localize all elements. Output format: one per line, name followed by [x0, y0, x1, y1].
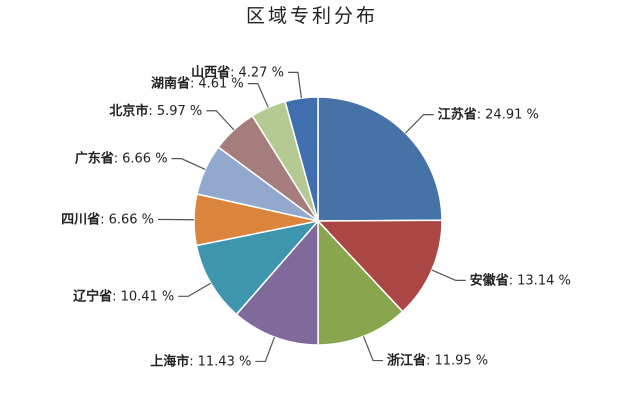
pie-slice: [317, 219, 404, 346]
category-name: 上海市: [150, 353, 189, 369]
label-separator: :: [509, 273, 513, 288]
slice-label: 广东省: 6.66 %: [75, 150, 168, 166]
category-name: 四川省: [61, 211, 100, 227]
label-separator: :: [426, 353, 430, 368]
slice-label: 安徽省: 13.14 %: [470, 272, 571, 288]
pie-slice: [195, 219, 321, 316]
leader-line: [362, 336, 384, 362]
leader-line: [405, 114, 434, 134]
slice-label: 辽宁省: 10.41 %: [73, 288, 174, 304]
slice-label: 四川省: 6.66 %: [61, 211, 154, 227]
category-name: 江苏省: [438, 106, 477, 122]
leader-line: [287, 71, 303, 99]
leader-line: [206, 110, 235, 131]
value-label: 4.61 %: [198, 76, 243, 91]
label-separator: :: [148, 103, 152, 118]
value-label: 24.91 %: [485, 107, 539, 122]
category-name: 安徽省: [470, 272, 509, 288]
chart-title: 区域专利分布: [246, 5, 378, 27]
label-separator: :: [100, 212, 104, 227]
label-separator: :: [114, 151, 118, 166]
category-name: 湖南省: [151, 75, 190, 91]
category-name: 山西省: [191, 64, 230, 80]
value-label: 13.14 %: [517, 273, 571, 288]
leader-line: [171, 158, 206, 171]
leader-line: [178, 282, 212, 297]
value-label: 10.41 %: [121, 289, 175, 304]
label-separator: :: [190, 76, 194, 91]
label-separator: :: [189, 354, 193, 369]
value-label: 11.43 %: [198, 354, 252, 369]
category-name: 辽宁省: [73, 288, 112, 304]
label-separator: :: [112, 289, 116, 304]
slice-label: 浙江省: 11.95 %: [387, 352, 488, 368]
leader-line: [431, 269, 466, 281]
pie-slice: [316, 219, 443, 313]
category-name: 广东省: [75, 150, 114, 166]
label-separator: :: [477, 107, 481, 122]
leader-line: [247, 83, 269, 108]
pie-slice: [317, 96, 443, 222]
slice-label: 湖南省: 4.61 %: [151, 75, 244, 91]
slice-label: 北京市: 5.97 %: [109, 102, 202, 118]
leader-line: [255, 336, 276, 363]
slice-label: 山西省: 4.27 %: [191, 64, 284, 80]
slice-label: 上海市: 11.43 %: [150, 353, 251, 369]
category-name: 北京市: [109, 102, 148, 118]
value-label: 6.66 %: [122, 151, 167, 166]
category-name: 浙江省: [387, 352, 426, 368]
value-label: 6.66 %: [109, 212, 154, 227]
slice-label: 江苏省: 24.91 %: [438, 106, 539, 122]
value-label: 4.27 %: [239, 65, 284, 80]
value-label: 5.97 %: [157, 103, 202, 118]
label-separator: :: [230, 65, 234, 80]
value-label: 11.95 %: [434, 353, 488, 368]
